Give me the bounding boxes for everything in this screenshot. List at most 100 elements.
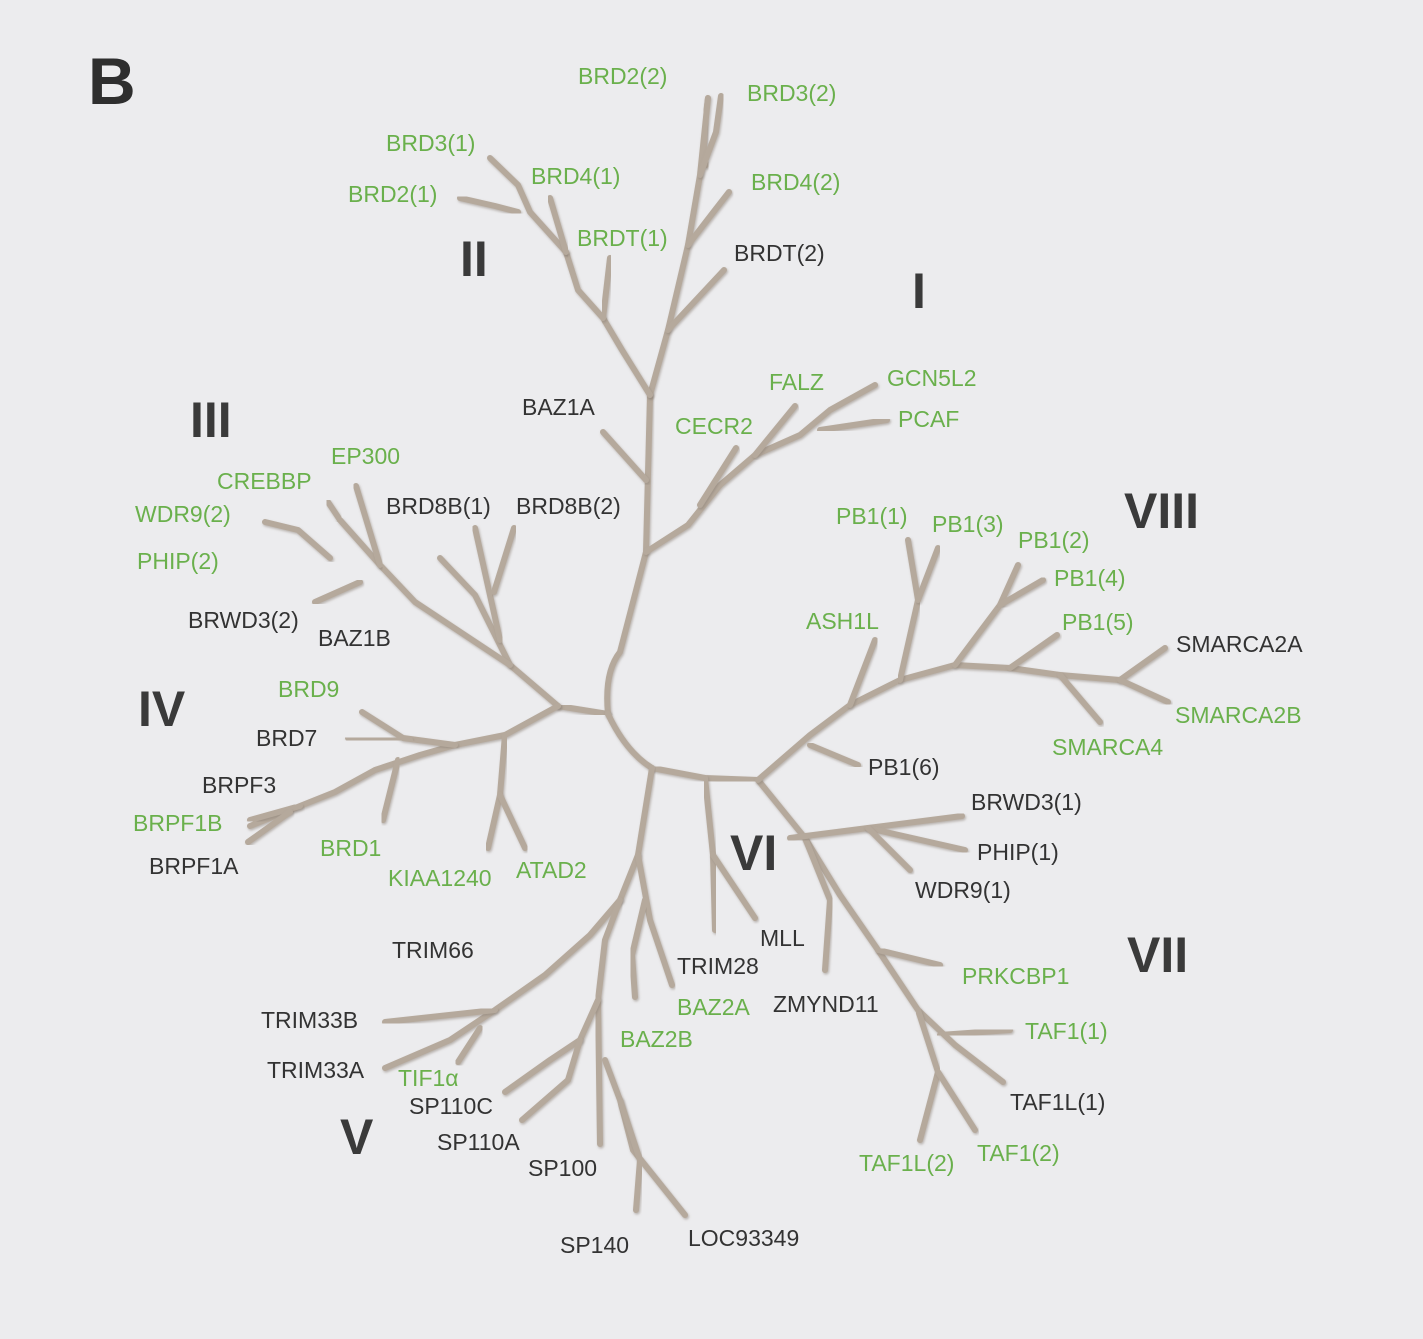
leaf-label-wdr9-1: WDR9(1) <box>915 877 1011 903</box>
leaf-label-gcn5l2: GCN5L2 <box>887 365 976 391</box>
panel-letter: B <box>88 44 136 118</box>
leaf-label-pb1-4: PB1(4) <box>1054 565 1126 591</box>
leaf-label-brd7: BRD7 <box>256 725 317 751</box>
leaf-label-brdt-1: BRDT(1) <box>577 225 668 251</box>
leaf-label-cecr2: CECR2 <box>675 413 753 439</box>
branch-brd4-2 <box>685 189 732 248</box>
branch-wdr9-2 <box>262 519 333 561</box>
leaf-label-loc93349: LOC93349 <box>688 1225 799 1251</box>
branch-brpf1b <box>247 803 303 823</box>
leaf-label-smarca2a: SMARCA2A <box>1176 631 1303 657</box>
leaf-label-sp100: SP100 <box>528 1155 597 1181</box>
branch-ep300 <box>353 483 383 568</box>
tree-branches <box>245 93 1171 1218</box>
branch-tif1a <box>455 1025 483 1065</box>
leaf-label-phip-2: PHIP(2) <box>137 548 219 574</box>
leaf-label-mll: MLL <box>760 925 805 951</box>
branch-sp100-branch <box>602 1057 688 1218</box>
group-label-iii: III <box>190 392 232 448</box>
branch-cecr2 <box>697 445 739 508</box>
leaf-label-tif1a: TIF1α <box>398 1065 459 1091</box>
leaf-label-trim33a: TRIM33A <box>267 1057 365 1083</box>
branch-zmynd11 <box>802 835 833 973</box>
branch-ash1l <box>847 637 878 708</box>
leaf-label-brd8b-2: BRD8B(2) <box>516 493 621 519</box>
branch-pb1-1 <box>897 537 921 683</box>
branch-phip-1 <box>865 825 968 853</box>
leaf-label-brd2-1: BRD2(1) <box>348 181 437 207</box>
leaf-label-baz2b: BAZ2B <box>620 1026 693 1052</box>
branch-smarca4 <box>1057 672 1103 725</box>
branch-sp110a <box>519 1037 583 1123</box>
branch-smarca2b <box>1117 677 1171 705</box>
branch-crebbp <box>325 499 343 523</box>
leaf-label-baz1a: BAZ1A <box>522 394 596 420</box>
group-label-i: I <box>912 263 926 319</box>
leaf-label-pb1-3: PB1(3) <box>932 511 1004 537</box>
branch-trim33b <box>382 1007 498 1025</box>
leaf-label-smarca4: SMARCA4 <box>1052 734 1163 760</box>
branch-taf1-1 <box>937 1027 1013 1038</box>
branch-mll <box>710 852 758 921</box>
branch-sp-cluster <box>595 897 623 1147</box>
branch-brd4-1 <box>547 195 569 255</box>
leaf-label-ash1l: ASH1L <box>806 608 879 634</box>
branch-brd3-1-2-1 <box>487 155 569 255</box>
leaf-label-trim28: TRIM28 <box>677 953 759 979</box>
branch-baz2a-b <box>635 852 675 988</box>
branch-g3-main <box>437 555 561 709</box>
branch-root-to-subfamily-iii <box>555 703 611 717</box>
branch-pb1-2-4 <box>952 562 1021 668</box>
leaf-label-kiaa1240: KIAA1240 <box>388 865 492 891</box>
branch-sp140 <box>617 1097 643 1213</box>
leaf-label-sp110c: SP110C <box>409 1093 493 1119</box>
branch-sp110c <box>502 997 601 1095</box>
branch-falz <box>752 403 798 458</box>
leaf-label-brd9: BRD9 <box>278 676 339 702</box>
leaf-label-falz: FALZ <box>769 369 824 395</box>
group-label-vii: VII <box>1127 927 1188 983</box>
branch-pcaf <box>817 417 890 433</box>
group-label-ii: II <box>460 231 488 287</box>
branch-prkcbp1 <box>875 947 943 968</box>
leaf-label-taf1l-1: TAF1L(1) <box>1010 1089 1105 1115</box>
leaf-label-brd2-2: BRD2(2) <box>578 63 667 89</box>
group-label-viii: VIII <box>1124 483 1199 539</box>
leaf-label-baz2a: BAZ2A <box>677 994 751 1020</box>
branch-pb1-4 <box>997 577 1046 608</box>
leaf-label-taf1-2: TAF1(2) <box>977 1140 1060 1166</box>
branch-baz1a <box>600 429 649 483</box>
branch-brd8b <box>472 525 503 643</box>
branch-wdr9-1 <box>865 825 913 873</box>
group-label-vi: VI <box>730 825 777 881</box>
leaf-label-trim66: TRIM66 <box>392 937 474 963</box>
leaf-label-taf1-1: TAF1(1) <box>1025 1018 1108 1044</box>
branch-taf1-2 <box>935 1069 978 1133</box>
branch-brd2-1 <box>457 195 521 215</box>
group-label-v: V <box>340 1109 374 1165</box>
leaf-label-smarca2b: SMARCA2B <box>1175 702 1302 728</box>
branch-root-trunk-up <box>604 392 653 717</box>
group-label-iv: IV <box>138 681 186 737</box>
branch-g8-main <box>755 645 1168 783</box>
leaf-label-atad2: ATAD2 <box>516 857 587 883</box>
branch-brd1 <box>380 757 401 823</box>
leaf-label-brd4-2: BRD4(2) <box>751 169 840 195</box>
leaf-label-brd1: BRD1 <box>320 835 381 861</box>
branch-brwd3-2 <box>312 579 363 605</box>
branch-brd3-2 <box>697 93 724 178</box>
branch-brpf1a <box>245 809 293 845</box>
leaf-label-brd3-1: BRD3(1) <box>386 130 475 156</box>
leaf-label-taf1l-2: TAF1L(2) <box>859 1150 954 1176</box>
branch-brdt-2 <box>665 267 727 333</box>
leaf-label-brwd3-1: BRWD3(1) <box>971 789 1082 815</box>
branch-pb1-5 <box>1007 632 1060 671</box>
leaf-label-trim33b: TRIM33B <box>261 1007 358 1033</box>
leaf-label-wdr9-2: WDR9(2) <box>135 501 231 527</box>
leaf-label-prkcbp1: PRKCBP1 <box>962 963 1069 989</box>
branch-brdt-1 <box>600 255 613 321</box>
leaf-label-pb1-1: PB1(1) <box>836 503 908 529</box>
leaf-label-sp110a: SP110A <box>437 1129 520 1155</box>
leaf-label-sp140: SP140 <box>560 1232 629 1258</box>
branch-pb1-3 <box>915 545 941 603</box>
